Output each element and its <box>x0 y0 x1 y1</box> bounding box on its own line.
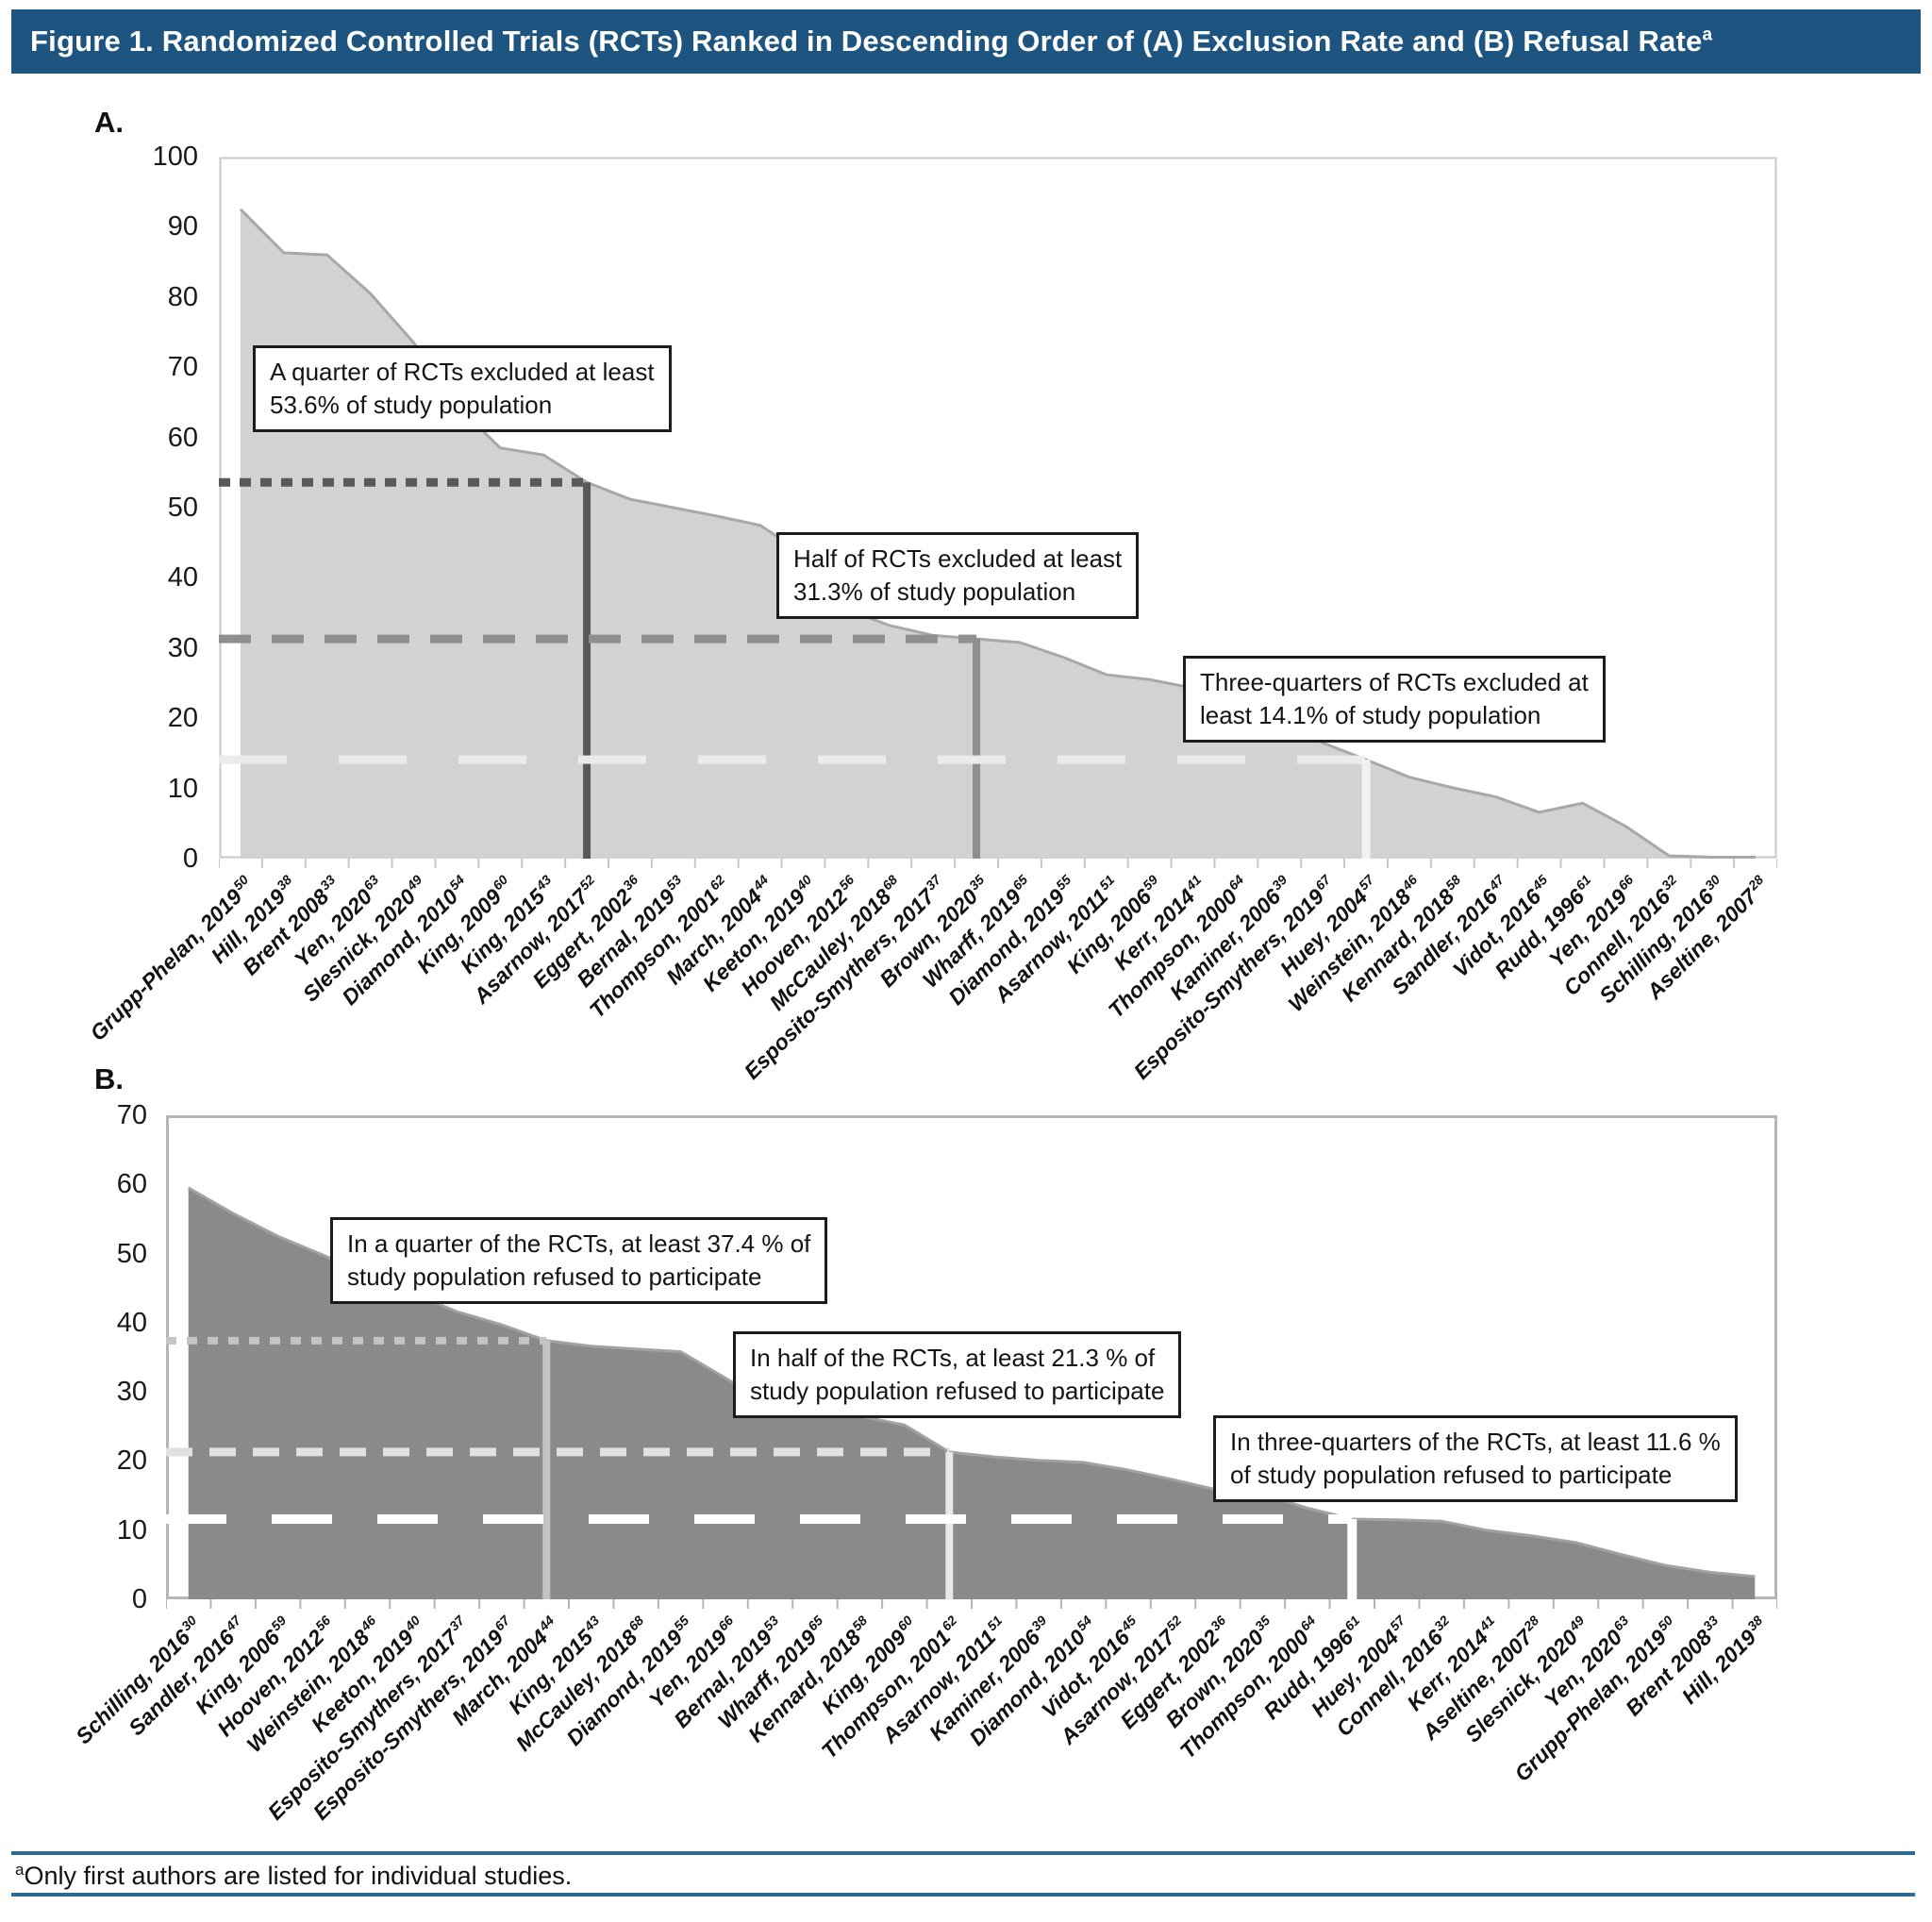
y-axis-label: 0 <box>131 1584 147 1614</box>
y-axis-label: 60 <box>116 1169 147 1200</box>
panel-b-label: B. <box>94 1062 124 1095</box>
footnote-text: Only first authors are listed for indivi… <box>24 1862 573 1890</box>
y-axis-label: 10 <box>167 773 198 804</box>
annotation-three-quarters-exclusion: Three-quarters of RCTs excluded at least… <box>1183 656 1606 744</box>
figure-title-bar: Figure 1. Randomized Controlled Trials (… <box>11 9 1921 74</box>
annotation-quarter-refusal: In a quarter of the RCTs, at least 37.4 … <box>330 1217 828 1305</box>
y-axis-label: 40 <box>167 562 198 593</box>
refusal-rate-area-chart <box>166 1115 1777 1609</box>
y-axis-label: 40 <box>116 1307 147 1338</box>
y-axis-label: 70 <box>167 352 198 383</box>
exclusion-rate-area-chart <box>219 157 1777 868</box>
footnote-superscript: a <box>15 1861 25 1879</box>
figure-title-text: Figure 1. Randomized Controlled Trials (… <box>30 25 1703 58</box>
y-axis-label: 50 <box>167 493 198 523</box>
annotation-three-quarters-refusal: In three-quarters of the RCTs, at least … <box>1213 1415 1738 1503</box>
y-axis-label: 30 <box>116 1377 147 1408</box>
divider-line-top <box>11 1851 1915 1855</box>
annotation-half-exclusion: Half of RCTs excluded at least 31.3% of … <box>776 532 1140 620</box>
figure-title: Figure 1. Randomized Controlled Trials (… <box>11 25 1712 58</box>
divider-line-bottom <box>11 1893 1915 1897</box>
y-axis-label: 80 <box>167 281 198 312</box>
y-axis-label: 0 <box>182 844 198 874</box>
y-axis-label: 90 <box>167 211 198 242</box>
y-axis-label: 70 <box>116 1100 147 1130</box>
panel-a-label: A. <box>94 106 124 139</box>
panel-b-x-axis: Schilling, 201630 Sandler, 201647 King, 20… <box>71 1613 1777 1858</box>
y-axis-label: 100 <box>152 142 198 172</box>
figure-title-superscript: a <box>1702 25 1713 45</box>
panel-a-x-axis: Grupp-Phelan, 201950 Hill, 201938 Brent 20… <box>85 872 1777 1117</box>
y-axis-label: 20 <box>167 703 198 734</box>
y-axis-label: 60 <box>167 422 198 453</box>
footnote: aOnly first authors are listed for indiv… <box>15 1861 572 1891</box>
panel-a-y-axis: 100 90 80 70 60 50 40 30 20 10 0 <box>94 142 208 874</box>
annotation-half-refusal: In half of the RCTs, at least 21.3 % of … <box>733 1331 1182 1419</box>
annotation-quarter-exclusion: A quarter of RCTs excluded at least 53.6… <box>253 345 672 433</box>
y-axis-label: 10 <box>116 1514 147 1546</box>
y-axis-label: 50 <box>116 1238 147 1269</box>
y-axis-label: 20 <box>116 1446 147 1477</box>
y-axis-label: 30 <box>167 632 198 663</box>
panel-b-y-axis: 70 60 50 40 30 20 10 0 <box>43 1100 157 1614</box>
